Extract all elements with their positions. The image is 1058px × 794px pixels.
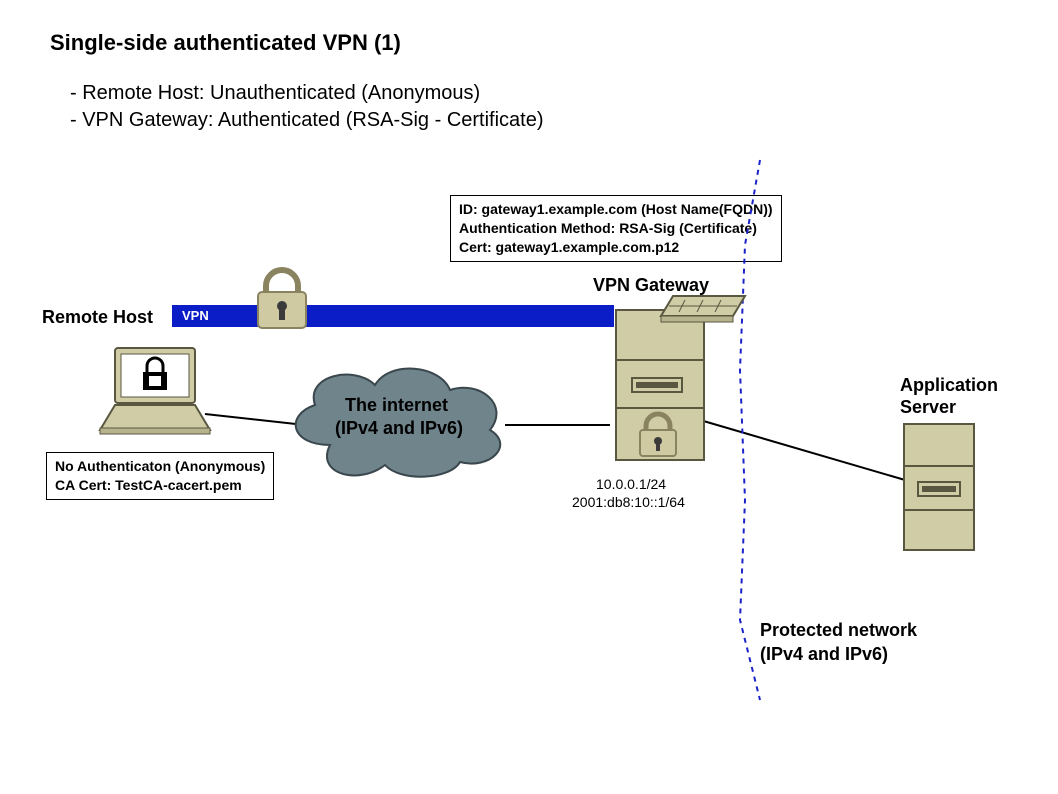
vpn-lock-icon bbox=[252, 270, 312, 332]
cloud-label-2: (IPv4 and IPv6) bbox=[335, 418, 463, 439]
gateway-lock-icon bbox=[636, 414, 680, 460]
switch-icon bbox=[655, 286, 747, 326]
network-boundary-line bbox=[740, 160, 760, 700]
app-server-icon bbox=[900, 418, 982, 556]
line-gateway-appserver bbox=[700, 420, 905, 480]
cloud-label-1: The internet bbox=[345, 395, 448, 416]
laptop-icon bbox=[85, 340, 225, 440]
